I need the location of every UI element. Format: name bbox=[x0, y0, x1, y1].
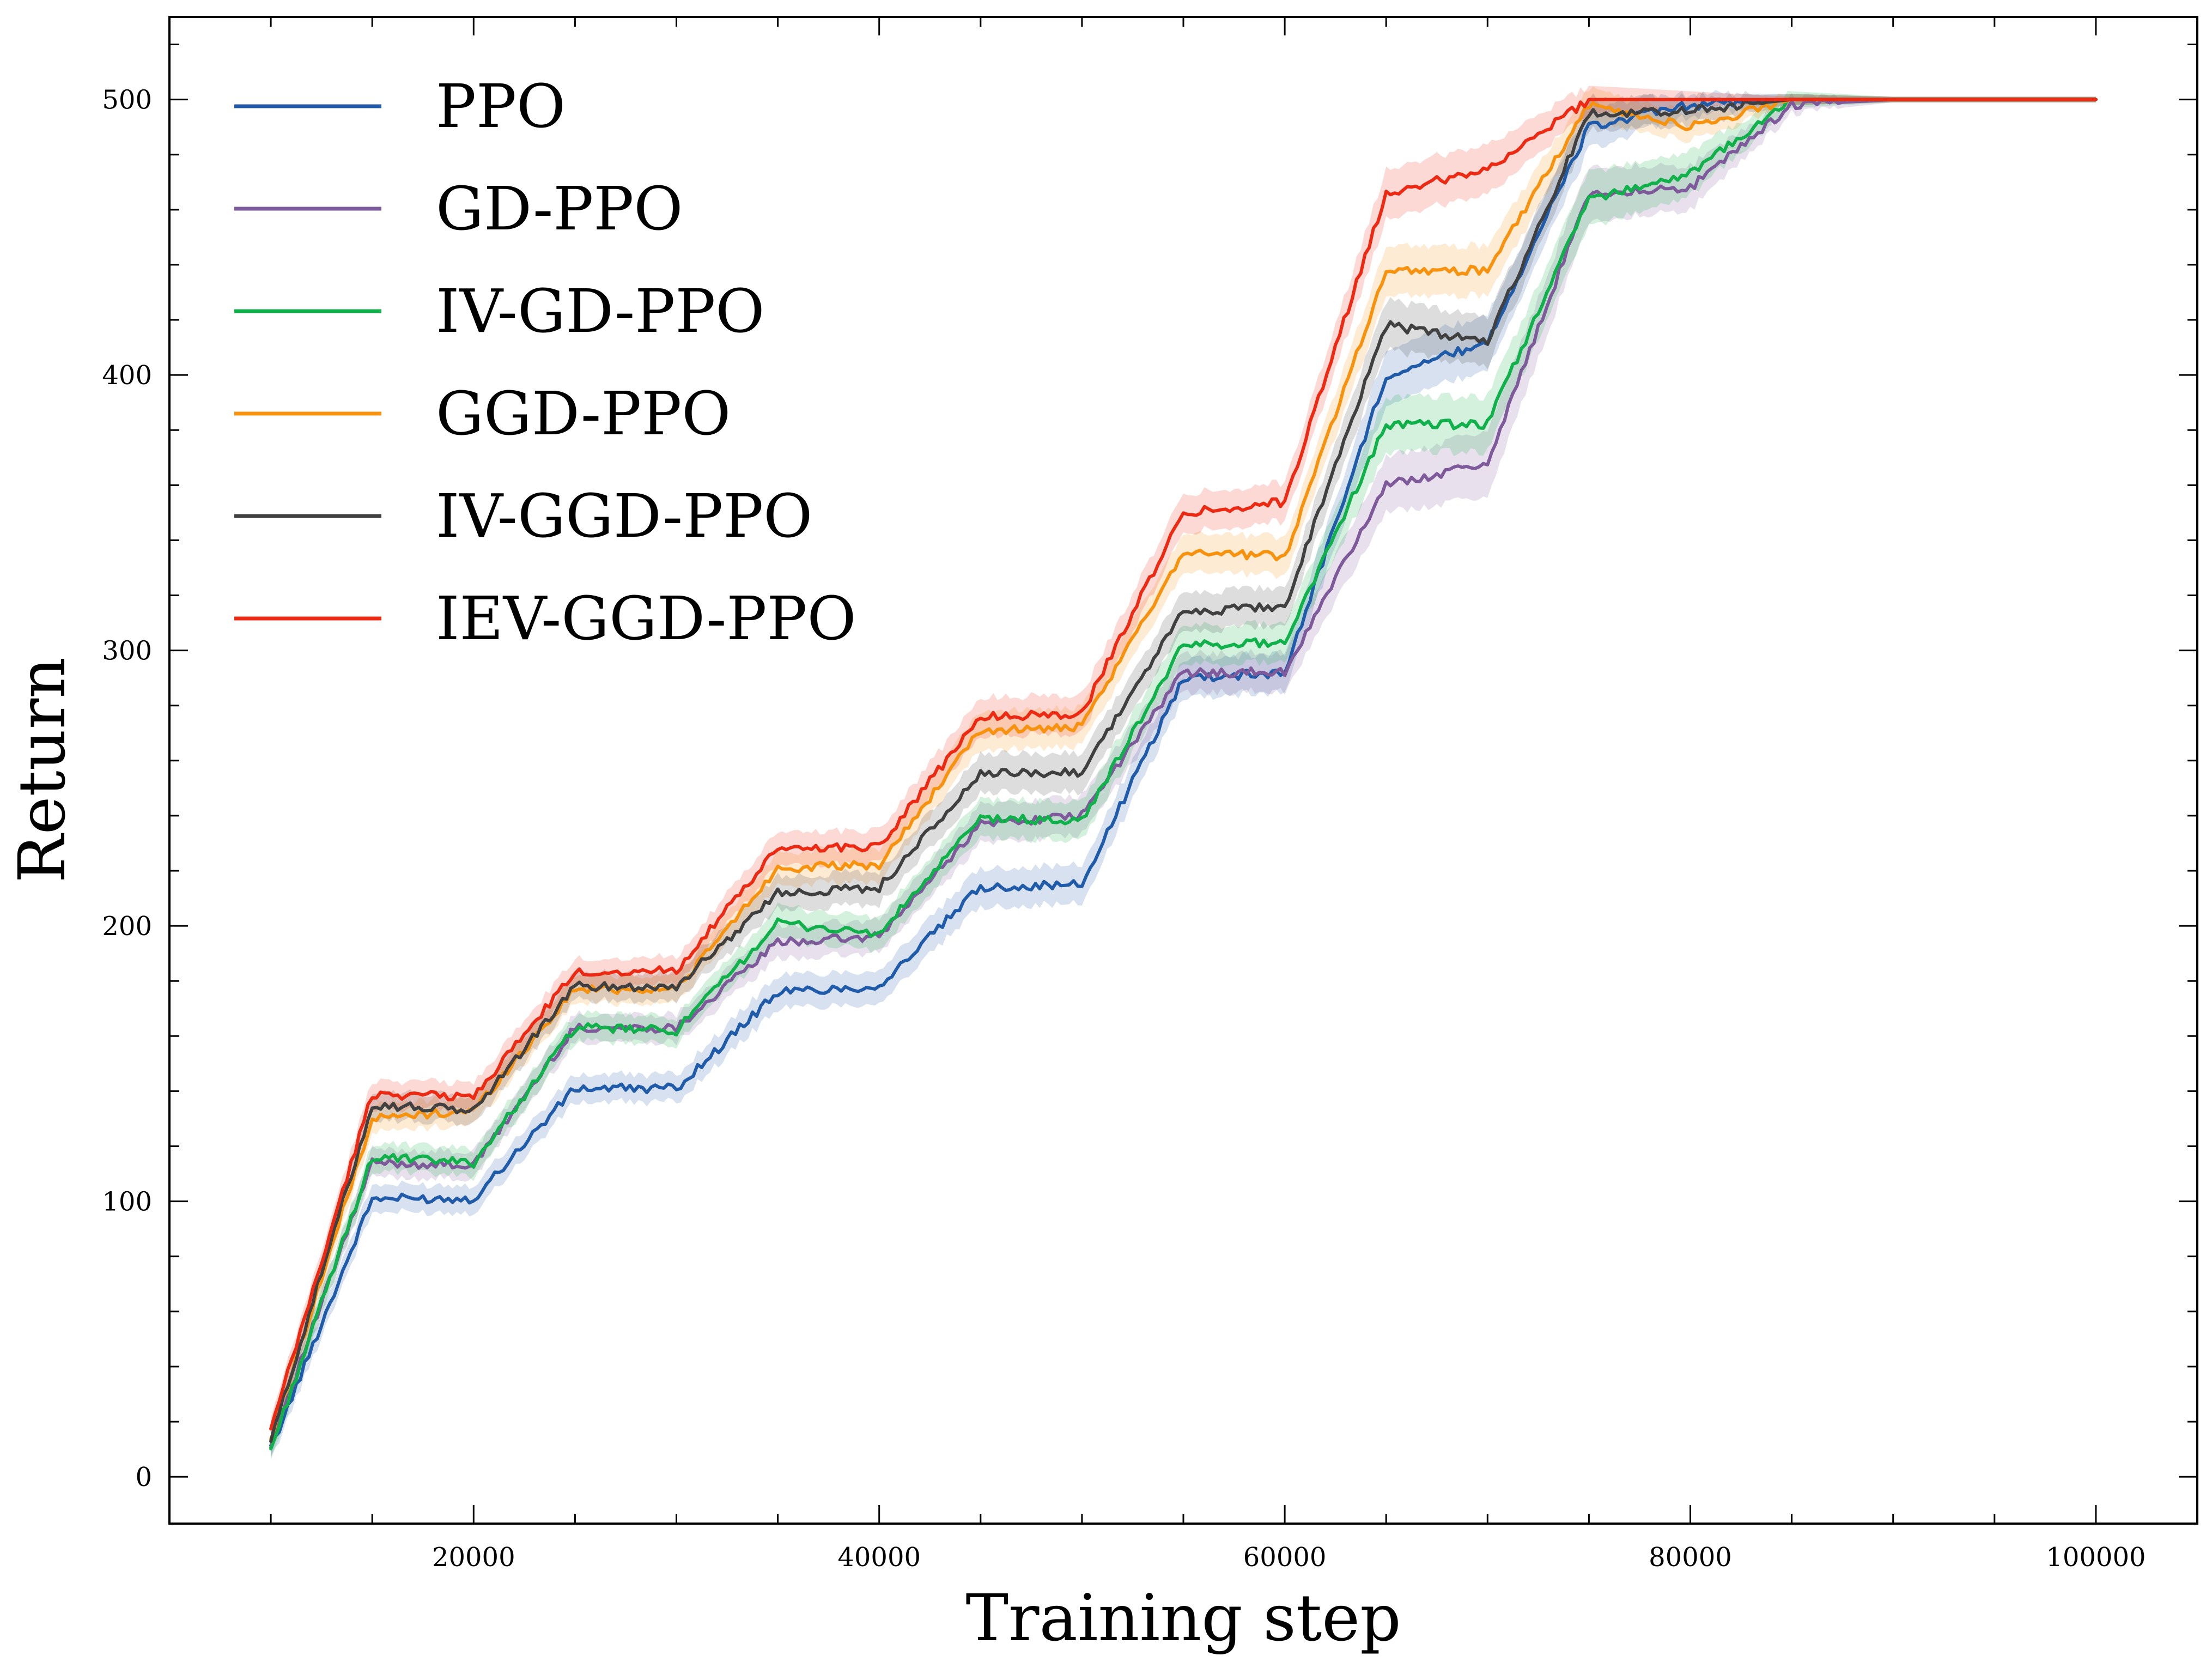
series-line-iev-ggd-ppo bbox=[269, 98, 2098, 1431]
legend: PPO GD-PPO IV-GD-PPO GGD-PPO IV-GGD-PPO IEV-G… bbox=[234, 71, 856, 653]
legend-label: IV-GGD-PPO bbox=[436, 481, 812, 551]
plot-frame bbox=[168, 16, 2198, 1525]
series-lines bbox=[269, 98, 2098, 1451]
x-tick-label: 100000 bbox=[2046, 1542, 2146, 1573]
y-tick-label: 500 bbox=[102, 85, 152, 116]
x-tick-label: 20000 bbox=[432, 1542, 515, 1573]
y-tick-label: 0 bbox=[135, 1462, 152, 1493]
axis-ticks bbox=[169, 17, 2197, 1524]
legend-label: PPO bbox=[436, 71, 566, 141]
x-tick-label: 80000 bbox=[1649, 1542, 1732, 1573]
y-tick-label: 200 bbox=[102, 911, 152, 942]
x-tick-label: 40000 bbox=[837, 1542, 921, 1573]
y-tick-label: 300 bbox=[102, 636, 152, 666]
y-axis-label: Return bbox=[4, 657, 80, 883]
y-tick-label: 100 bbox=[102, 1187, 152, 1217]
legend-label: IV-GD-PPO bbox=[436, 276, 764, 346]
legend-label: GGD-PPO bbox=[436, 379, 731, 448]
x-tick-label: 60000 bbox=[1243, 1542, 1327, 1573]
legend-label: GD-PPO bbox=[436, 174, 683, 244]
y-tick-label: 400 bbox=[102, 360, 152, 391]
x-axis-label: Training step bbox=[965, 1580, 1401, 1655]
legend-label: IEV-GGD-PPO bbox=[436, 584, 856, 653]
tick-labels: 20000 40000 60000 80000 100000 0 100 200 300 400 5… bbox=[102, 85, 2146, 1573]
